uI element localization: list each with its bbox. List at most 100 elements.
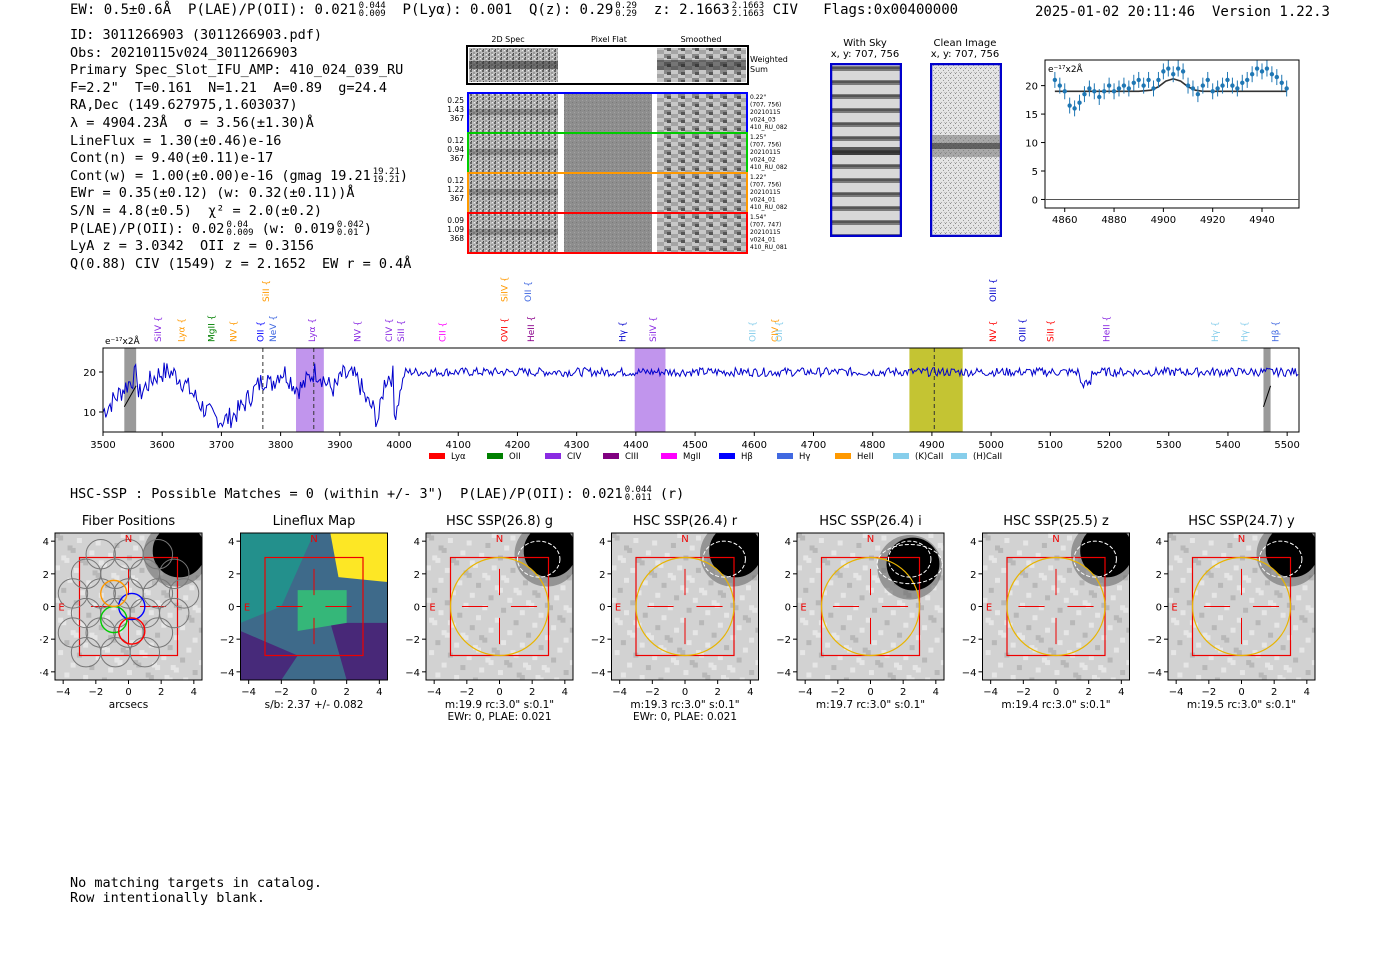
cutout-title: Lineflux Map <box>273 514 356 529</box>
emission-line-label: Lyα { <box>178 318 188 342</box>
data-point <box>1180 69 1186 74</box>
data-point <box>1101 89 1107 94</box>
emission-line-text: OVI { <box>500 318 510 342</box>
legend-swatch <box>835 453 851 459</box>
data-point <box>1161 69 1166 74</box>
emission-line-text: NV { <box>989 321 999 342</box>
y-tick-label: 4 <box>1156 537 1162 548</box>
data-point <box>1210 89 1215 94</box>
legend-label: (K)CaII <box>915 452 943 462</box>
stamp-pixel-flat <box>564 174 652 212</box>
cutout-caption: EWr: 0, PLAE: 0.021 <box>447 711 551 723</box>
x-tick-label: 0 <box>125 687 131 698</box>
x-tick-label: 3800 <box>268 440 293 451</box>
x-tick-label: −4 <box>798 687 813 698</box>
hsc-summary: HSC-SSP : Possible Matches = 0 (within +… <box>70 485 685 503</box>
x-tick-label: 4600 <box>742 440 767 451</box>
data-point <box>1220 83 1225 88</box>
y-tick-label: 0 <box>414 603 420 614</box>
data-point <box>1092 89 1097 94</box>
x-tick-label: 3900 <box>327 440 352 451</box>
x-tick-label: 3500 <box>90 440 115 451</box>
emission-line-text: Lyα { <box>308 318 318 342</box>
data-point <box>1072 106 1077 111</box>
emission-line-text: OII { <box>524 281 534 302</box>
info-radec: RA,Dec (149.627975,1.603037) <box>70 97 298 114</box>
x-tick-label: 2 <box>900 687 906 698</box>
y-axis-label: e⁻¹⁷x2Å <box>1048 63 1084 75</box>
ew-value: EW: 0.5±0.6Å <box>70 2 172 18</box>
fiber-circle <box>85 539 116 570</box>
bright-source <box>886 537 940 591</box>
stamp-smoothed <box>657 174 746 212</box>
y-tick-label: −2 <box>40 635 49 646</box>
x-tick-label: 0 <box>867 687 873 698</box>
info-contw-row: Cont(w) = 1.00(±0.00)e-16 (gmag 19.21 19.… <box>70 166 408 185</box>
fiber-circle-4 <box>118 617 146 645</box>
compass-east: E <box>615 603 621 614</box>
z-line: CIV <box>772 2 798 18</box>
fiber-circle <box>85 578 116 609</box>
y-tick-label: −4 <box>405 668 420 679</box>
cutout-image <box>982 533 1130 680</box>
legend-swatch <box>487 453 503 459</box>
y-tick-label: 0 <box>1156 603 1162 614</box>
cutout-title: HSC SSP(26.4) r <box>633 514 738 529</box>
y-tick-label: 10 <box>1025 139 1038 150</box>
source-ellipse <box>516 540 561 578</box>
hatch-mark <box>1263 385 1272 407</box>
cutout-panel: HSC SSP(26.4) r N E −4 −4 −2 −2 0 0 2 2 4 4 m:19.3 rc… <box>591 514 759 723</box>
fiber-circle <box>142 539 174 570</box>
cutout-image <box>240 533 388 680</box>
emission-line-text: SiIV { <box>500 276 510 302</box>
cutout-xlabel: m:19.9 rc:3.0" s:0.1" <box>445 699 554 711</box>
stamp-value: 0.09 <box>447 216 464 225</box>
x-tick-label: −2 <box>830 687 845 698</box>
x-tick-label: 4880 <box>1101 215 1126 226</box>
y-tick-label: 4 <box>599 537 605 548</box>
compass-east: E <box>986 603 992 614</box>
data-point <box>1126 86 1132 91</box>
emission-line-text: SiIV { <box>154 316 164 342</box>
y-tick-label: 0 <box>599 603 605 614</box>
data-point <box>1240 80 1245 85</box>
fiber-circle <box>159 558 190 590</box>
compass-east: E <box>800 603 806 614</box>
y-tick-label: −4 <box>1147 668 1162 679</box>
compass-east: E <box>244 603 250 614</box>
y-tick-label: 20 <box>83 368 96 379</box>
emission-line-text: SiII { <box>397 320 407 342</box>
emission-line-text: Hγ { <box>1211 321 1221 342</box>
cutout-title: Fiber Positions <box>82 514 175 529</box>
stamp-value: 1.22 <box>447 185 464 194</box>
fiber-circle <box>168 578 200 609</box>
data-point <box>1111 89 1117 94</box>
y-tick-label: 2 <box>1156 570 1162 581</box>
spectrum-frame <box>102 347 1300 433</box>
source-ellipse <box>1258 540 1303 578</box>
compass-north: N <box>310 534 317 545</box>
shaded-region <box>1263 348 1271 432</box>
data-point <box>1062 89 1067 94</box>
legend-swatch <box>719 453 735 459</box>
stamp-side-label: v024_02 <box>750 157 776 164</box>
cutout-panel: HSC SSP(26.4) i N E −4 −4 −2 −2 0 0 2 2 4 4 m:19.7 rc… <box>776 514 945 711</box>
fiber-circle-primary <box>118 592 146 621</box>
x-tick-label: 5400 <box>1215 440 1240 451</box>
y-tick-label: 4 <box>228 537 234 548</box>
data-point <box>1156 77 1161 83</box>
y-tick-label: −2 <box>405 635 420 646</box>
x-tick-label: 5200 <box>1097 440 1122 451</box>
cutout-caption: EWr: 0, PLAE: 0.021 <box>633 711 737 723</box>
emission-line-text: SiII { <box>262 280 272 302</box>
y-tick-label: 5 <box>1032 167 1038 178</box>
stamp-2d-spec <box>469 214 558 252</box>
data-point <box>1121 83 1127 88</box>
x-tick-label: 4800 <box>860 440 885 451</box>
x-tick-label: 4 <box>1118 687 1124 698</box>
flags-value: Flags:0x00400000 <box>823 2 959 18</box>
fiber-circle <box>129 637 161 668</box>
data-point <box>1230 83 1235 88</box>
emission-line-label: SiII { <box>397 320 407 342</box>
fiber-circle <box>57 617 89 648</box>
